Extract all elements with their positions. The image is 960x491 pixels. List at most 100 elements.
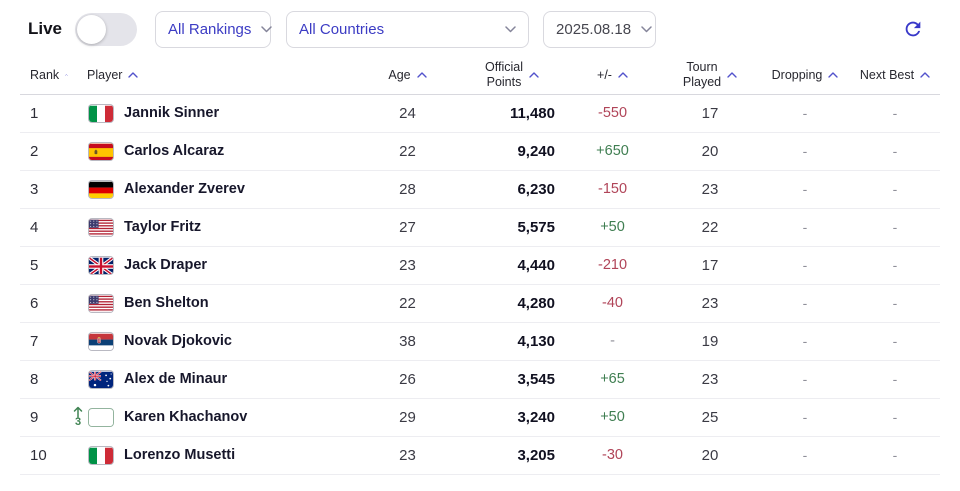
table-row[interactable]: 3 Alexander Zverev 28 6,230 -150 23- - bbox=[20, 170, 940, 209]
caret-up-icon bbox=[65, 73, 68, 76]
tournaments-played-cell: 17 bbox=[660, 94, 760, 133]
next-best-cell: - bbox=[850, 170, 940, 209]
rank-change-value: 3 bbox=[74, 416, 82, 428]
caret-up-icon bbox=[416, 72, 427, 78]
tournaments-played-cell: 23 bbox=[660, 360, 760, 399]
dropping-cell: - bbox=[760, 360, 850, 399]
player-name[interactable]: Alex de Minaur bbox=[124, 371, 228, 387]
player-cell: Jannik Sinner bbox=[68, 94, 370, 133]
rank-cell: 5 bbox=[20, 246, 68, 285]
next-best-cell: - bbox=[850, 94, 940, 133]
age-cell: 38 bbox=[370, 322, 445, 361]
caret-up-icon bbox=[128, 72, 139, 78]
column-label: Tourn Played bbox=[682, 60, 722, 89]
column-label: Rank bbox=[30, 67, 60, 82]
points-change-cell: +50 bbox=[565, 398, 660, 437]
countries-dropdown[interactable]: All Countries bbox=[286, 10, 530, 48]
date-dropdown[interactable]: 2025.08.18 bbox=[543, 10, 657, 48]
table-row[interactable]: 6 Ben Shelton 22 4,280 -40 23- - bbox=[20, 284, 940, 323]
column-header-change[interactable]: +/- bbox=[565, 56, 660, 95]
column-label: Age bbox=[388, 67, 411, 82]
column-label: +/- bbox=[597, 67, 612, 82]
player-name[interactable]: Jack Draper bbox=[124, 257, 208, 273]
points-cell: 3,205 bbox=[445, 436, 565, 475]
player-cell: Novak Djokovic bbox=[68, 322, 370, 361]
player-cell: Lorenzo Musetti bbox=[68, 436, 370, 475]
points-cell: 5,575 bbox=[445, 208, 565, 247]
usa-flag-icon bbox=[88, 217, 114, 237]
points-change-cell: -150 bbox=[565, 170, 660, 209]
top-control-bar: Live All Rankings All Countries 2025.08.… bbox=[0, 0, 960, 48]
refresh-icon bbox=[905, 21, 921, 37]
column-header-rank[interactable]: Rank bbox=[20, 56, 68, 95]
player-name[interactable]: Jannik Sinner bbox=[124, 105, 220, 121]
dropping-cell: - bbox=[760, 398, 850, 437]
chevron-down-icon bbox=[641, 25, 652, 32]
srb-flag-icon bbox=[88, 331, 114, 351]
next-best-cell: - bbox=[850, 398, 940, 437]
date-dropdown-value: 2025.08.18 bbox=[556, 20, 632, 38]
dropping-cell: - bbox=[760, 94, 850, 133]
player-name[interactable]: Taylor Fritz bbox=[124, 219, 202, 235]
player-name[interactable]: Alexander Zverev bbox=[124, 181, 245, 197]
countries-dropdown-value: All Countries bbox=[299, 20, 385, 38]
age-cell: 28 bbox=[370, 170, 445, 209]
rankings-dropdown[interactable]: All Rankings bbox=[155, 10, 273, 48]
table-row[interactable]: 8 Alex de Minaur 26 3,545 +65 23- - bbox=[20, 360, 940, 399]
column-header-tourn[interactable]: Tourn Played bbox=[660, 56, 760, 95]
player-name[interactable]: Novak Djokovic bbox=[124, 333, 232, 349]
live-toggle-knob bbox=[77, 14, 107, 44]
column-header-points[interactable]: Official Points bbox=[445, 56, 565, 95]
rankings-table-body: 1 Jannik Sinner 24 11,480 -550 17- -2 Carlos Al… bbox=[20, 94, 940, 475]
table-row[interactable]: 7 Novak Djokovic 38 4,130-19- - bbox=[20, 322, 940, 361]
age-cell: 29 bbox=[370, 398, 445, 437]
tournaments-played-cell: 23 bbox=[660, 284, 760, 323]
caret-up-icon bbox=[618, 72, 628, 78]
age-cell: 24 bbox=[370, 94, 445, 133]
player-name[interactable]: Carlos Alcaraz bbox=[124, 143, 225, 159]
points-cell: 4,440 bbox=[445, 246, 565, 285]
points-change-cell: +650 bbox=[565, 132, 660, 171]
rank-cell: 2 bbox=[20, 132, 68, 171]
gbr-flag-icon bbox=[88, 255, 114, 275]
refresh-button[interactable] bbox=[900, 16, 926, 42]
column-header-dropping[interactable]: Dropping bbox=[760, 56, 850, 95]
points-cell: 4,130 bbox=[445, 322, 565, 361]
dropping-cell: - bbox=[760, 436, 850, 475]
next-best-cell: - bbox=[850, 436, 940, 475]
chevron-down-icon bbox=[261, 25, 273, 32]
points-cell: 11,480 bbox=[445, 94, 565, 133]
player-cell: Taylor Fritz bbox=[68, 208, 370, 247]
column-label: Dropping bbox=[771, 67, 823, 82]
tournaments-played-cell: 19 bbox=[660, 322, 760, 361]
player-cell: Alexander Zverev bbox=[68, 170, 370, 209]
points-change-cell: -40 bbox=[565, 284, 660, 323]
table-row[interactable]: 9 3 Karen Khachanov 29 3,240 +50 25- - bbox=[20, 398, 940, 437]
table-row[interactable]: 2 Carlos Alcaraz 22 9,240 +650 20- - bbox=[20, 132, 940, 171]
column-header-age[interactable]: Age bbox=[370, 56, 445, 95]
chevron-down-icon bbox=[505, 25, 516, 32]
column-header-player[interactable]: Player bbox=[68, 56, 370, 95]
points-cell: 4,280 bbox=[445, 284, 565, 323]
table-row[interactable]: 4 Taylor Fritz 27 5,575 +50 22- - bbox=[20, 208, 940, 247]
table-row[interactable]: 5 Jack Draper 23 4,440 -210 17- - bbox=[20, 246, 940, 285]
dropping-cell: - bbox=[760, 208, 850, 247]
tournaments-played-cell: 20 bbox=[660, 436, 760, 475]
rank-cell: 9 bbox=[20, 398, 68, 437]
tournaments-played-cell: 20 bbox=[660, 132, 760, 171]
player-name[interactable]: Ben Shelton bbox=[124, 295, 209, 311]
player-name[interactable]: Lorenzo Musetti bbox=[124, 447, 236, 463]
points-cell: 3,240 bbox=[445, 398, 565, 437]
column-header-nextbest[interactable]: Next Best bbox=[850, 56, 940, 95]
points-cell: 9,240 bbox=[445, 132, 565, 171]
rankings-table-head: Rank Player Age Official Points +/- Tourn Pla… bbox=[20, 56, 940, 95]
player-name[interactable]: Karen Khachanov bbox=[124, 409, 248, 425]
table-row[interactable]: 10 Lorenzo Musetti 23 3,205 -30 20- - bbox=[20, 436, 940, 475]
dropping-cell: - bbox=[760, 170, 850, 209]
table-row[interactable]: 1 Jannik Sinner 24 11,480 -550 17- - bbox=[20, 94, 940, 133]
live-toggle[interactable] bbox=[75, 12, 138, 46]
rank-cell: 7 bbox=[20, 322, 68, 361]
caret-up-icon bbox=[529, 72, 539, 78]
column-label: Official Points bbox=[485, 60, 523, 89]
points-change-cell: +65 bbox=[565, 360, 660, 399]
